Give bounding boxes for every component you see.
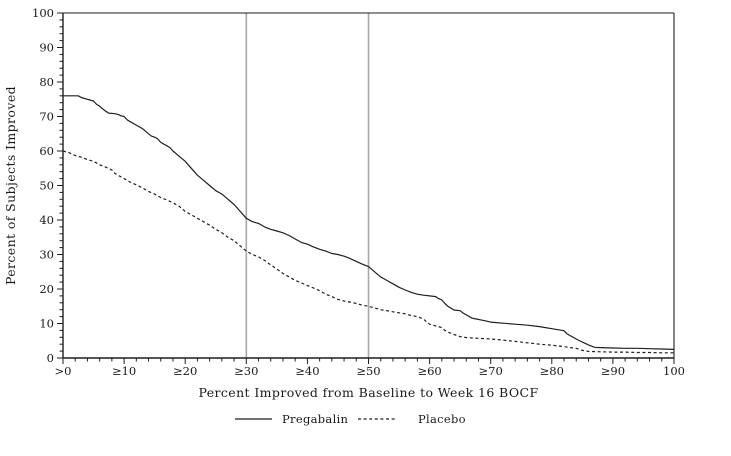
series-pregabalin-line	[63, 95, 675, 350]
x-tick-label: ≥90	[601, 364, 625, 378]
y-tick-labels: 0 10 20 30 40 50 60 70 80 90 100	[32, 6, 54, 365]
y-tick-label: 90	[39, 41, 54, 55]
legend: Pregabalin Placebo	[235, 412, 466, 426]
axis-ticks	[57, 12, 675, 364]
y-tick-label: 100	[32, 6, 54, 20]
y-tick-label: 60	[39, 144, 54, 158]
y-tick-label: 20	[39, 282, 54, 296]
y-tick-label: 10	[39, 317, 54, 331]
x-tick-label: ≥30	[234, 364, 258, 378]
legend-pregabalin-label: Pregabalin	[282, 412, 349, 426]
reference-lines	[245, 13, 370, 358]
y-tick-label: 0	[47, 351, 54, 365]
y-tick-label: 80	[39, 75, 54, 89]
y-tick-label: 50	[39, 179, 54, 193]
x-tick-label: >0	[55, 364, 72, 378]
x-tick-label: ≥60	[417, 364, 441, 378]
x-tick-label: ≥40	[295, 364, 319, 378]
x-tick-label: ≥20	[173, 364, 197, 378]
series-curves	[62, 95, 675, 354]
y-axis-title: Percent of Subjects Improved	[3, 86, 18, 285]
y-tick-label: 40	[39, 213, 54, 227]
x-tick-label: ≥10	[112, 364, 136, 378]
x-tick-label: ≥50	[356, 364, 380, 378]
y-tick-label: 30	[39, 248, 54, 262]
y-tick-label: 70	[39, 110, 54, 124]
x-tick-label: ≥70	[479, 364, 503, 378]
x-tick-label: 100	[663, 364, 685, 378]
x-tick-label: ≥80	[540, 364, 564, 378]
x-axis-title: Percent Improved from Baseline to Week 1…	[198, 385, 538, 400]
legend-placebo-label: Placebo	[418, 412, 466, 426]
x-tick-labels: >0 ≥10 ≥20 ≥30 ≥40 ≥50 ≥60 ≥70 ≥80 ≥90 100	[55, 364, 685, 378]
series-placebo-line	[62, 150, 674, 354]
